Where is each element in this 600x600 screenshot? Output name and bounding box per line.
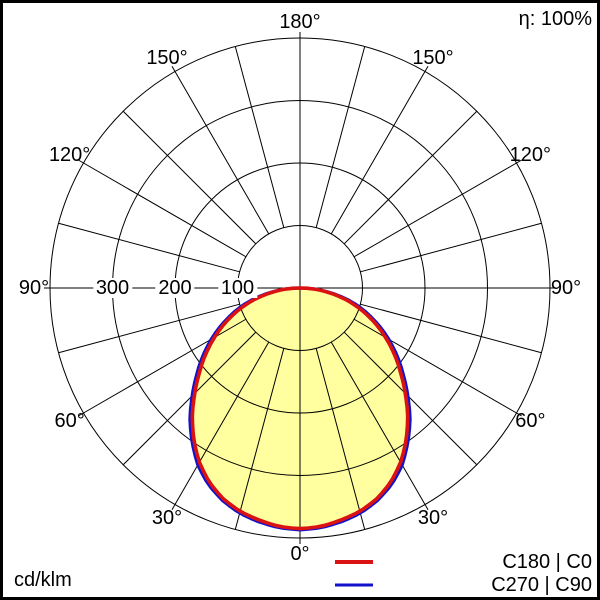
angle-label-0: 0° xyxy=(290,543,310,565)
angle-label-30-left: 30° xyxy=(151,507,183,530)
legend-item-c180-c0: C180 | C0 xyxy=(335,550,592,573)
angle-label-90-left: 90° xyxy=(18,277,50,299)
radial-scale-label-300: 300 xyxy=(92,278,133,298)
legend-label-c270-c90: C270 | C90 xyxy=(491,573,592,596)
angle-label-180: 180° xyxy=(279,11,321,33)
unit-label: cd/klm xyxy=(14,569,72,591)
efficiency-label: η: 100% xyxy=(518,8,592,30)
radial-scale-label-100: 100 xyxy=(217,278,258,298)
radial-scale-label-200: 200 xyxy=(155,278,195,298)
legend-line-blue xyxy=(335,583,373,586)
angle-label-60-left: 60° xyxy=(54,410,85,432)
angle-label-120-left: 120° xyxy=(48,144,91,166)
legend-line-red xyxy=(335,559,373,564)
angle-label-60-right: 60° xyxy=(515,410,546,432)
angle-label-150-right: 150° xyxy=(412,46,454,69)
angle-label-120-right: 120° xyxy=(509,144,552,166)
curve-c180-c0 xyxy=(190,286,410,531)
legend-item-c270-c90: C270 | C90 xyxy=(335,573,592,596)
angle-label-30-right: 30° xyxy=(417,507,449,530)
legend: C180 | C0 C270 | C90 xyxy=(335,550,592,596)
angle-label-150-left: 150° xyxy=(146,46,188,69)
angle-label-90-right: 90° xyxy=(550,277,582,299)
legend-label-c180-c0: C180 | C0 xyxy=(502,550,592,573)
